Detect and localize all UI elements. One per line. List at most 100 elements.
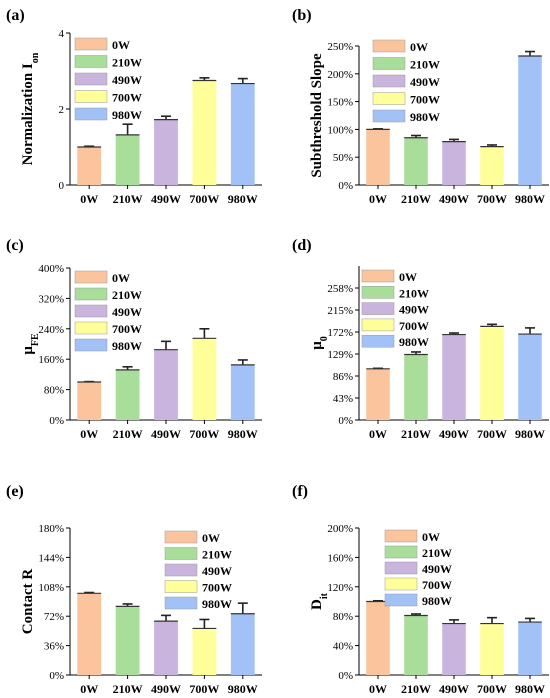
legend-label: 700W	[410, 93, 440, 107]
x-tick-label: 980W	[228, 427, 258, 441]
x-tick-label: 980W	[515, 427, 545, 441]
x-tick-label: 700W	[477, 427, 507, 441]
legend-label: 210W	[202, 548, 232, 562]
x-tick-label: 490W	[439, 682, 469, 696]
y-tick-label: 0%	[49, 415, 64, 427]
legend-swatch-490W	[372, 74, 406, 88]
legend-swatch-210W	[372, 57, 406, 70]
x-tick-label: 0W	[80, 192, 98, 206]
bar-210W	[404, 137, 428, 185]
x-tick-label: 210W	[401, 192, 431, 206]
bar-0W	[366, 368, 390, 420]
bar-700W	[192, 338, 217, 420]
y-tick-label: 200%	[327, 523, 353, 535]
legend-label: 210W	[422, 546, 452, 560]
x-tick-label: 210W	[401, 427, 431, 441]
y-tick-label: 2	[59, 104, 65, 116]
legend-label: 0W	[399, 270, 417, 284]
legend-swatch-210W	[74, 55, 108, 68]
x-tick-label: 0W	[80, 427, 98, 441]
legend-swatch-700W	[74, 90, 108, 103]
x-tick-label: 700W	[189, 682, 219, 696]
y-tick-label: 150%	[327, 97, 353, 109]
x-tick-label: 0W	[369, 682, 387, 696]
legend-label: 0W	[410, 40, 428, 54]
legend-swatch-980W	[372, 109, 406, 123]
y-axis-label-subscript: FE	[30, 333, 41, 346]
y-tick-label: 100%	[327, 124, 353, 136]
y-tick-label: 0%	[338, 415, 353, 427]
y-axis-label: Normalization Ion	[20, 52, 41, 165]
y-tick-label: 108%	[38, 582, 64, 594]
chart-panel-4: (d) 0% 43% 86% 129% 172% 215% 258% 0W 210W 490W 700…	[292, 237, 549, 441]
legend-label: 210W	[112, 56, 142, 70]
y-tick-label: 120%	[327, 582, 353, 594]
y-tick-label: 80%	[333, 611, 353, 623]
legend-swatch-210W	[361, 286, 395, 299]
bar-700W	[192, 628, 217, 675]
bar-980W	[230, 364, 255, 420]
bar-210W	[115, 134, 140, 185]
bar-210W	[404, 354, 428, 420]
x-tick-label: 210W	[113, 427, 143, 441]
y-tick-label: 160%	[327, 552, 353, 564]
legend-swatch-0W	[74, 270, 108, 284]
x-tick-label: 980W	[515, 192, 545, 206]
bar-0W	[77, 382, 102, 420]
x-tick-label: 210W	[113, 682, 143, 696]
y-tick-label: 40%	[333, 641, 353, 653]
legend-label: 700W	[112, 322, 142, 336]
legend-swatch-700W	[361, 318, 395, 332]
y-tick-label: 200%	[327, 69, 353, 81]
panel-label: (a)	[6, 7, 25, 24]
legend-label: 980W	[202, 597, 232, 611]
bar-980W	[230, 83, 255, 185]
x-tick-label: 980W	[228, 192, 258, 206]
legend-swatch-490W	[384, 561, 418, 575]
y-tick-label: 129%	[327, 349, 353, 361]
legend-swatch-0W	[372, 39, 406, 53]
legend-label: 0W	[112, 271, 130, 285]
panel-label: (f)	[292, 483, 308, 500]
bar-490W	[154, 621, 178, 675]
legend-label: 980W	[410, 110, 440, 124]
legend-label: 980W	[112, 339, 142, 353]
x-tick-label: 210W	[113, 192, 143, 206]
legend-swatch-980W	[74, 338, 108, 352]
bar-980W	[230, 613, 255, 675]
y-tick-label: 400%	[38, 263, 64, 275]
panel-label: (b)	[292, 7, 312, 24]
y-tick-label: 172%	[327, 327, 353, 339]
y-tick-label: 0%	[49, 670, 64, 682]
x-tick-label: 700W	[189, 192, 219, 206]
y-tick-label: 144%	[38, 552, 64, 564]
bar-210W	[404, 615, 428, 675]
legend-swatch-980W	[164, 596, 198, 610]
x-tick-label: 490W	[151, 682, 181, 696]
legend-label: 210W	[112, 288, 142, 302]
legend-label: 700W	[399, 319, 429, 333]
y-tick-label: 160%	[38, 354, 64, 366]
y-tick-label: 43%	[333, 393, 353, 405]
x-tick-label: 490W	[151, 427, 181, 441]
y-tick-label: 72%	[44, 611, 64, 623]
legend-swatch-0W	[361, 269, 395, 283]
legend-swatch-210W	[164, 547, 198, 560]
legend-swatch-700W	[74, 321, 108, 335]
y-tick-label: 50%	[333, 152, 353, 164]
legend-label: 490W	[112, 305, 142, 319]
legend-swatch-490W	[361, 302, 395, 315]
legend-swatch-980W	[74, 107, 108, 121]
bar-0W	[77, 593, 102, 675]
legend-label: 0W	[112, 38, 130, 52]
y-axis-label-subscript: 0	[319, 336, 330, 341]
x-tick-label: 0W	[369, 192, 387, 206]
y-tick-label: 36%	[44, 641, 64, 653]
y-tick-label: 250%	[327, 41, 353, 53]
x-tick-label: 210W	[401, 682, 431, 696]
legend-swatch-490W	[164, 563, 198, 577]
bar-490W	[154, 119, 178, 185]
x-tick-label: 490W	[439, 192, 469, 206]
y-axis-label-subscript: on	[30, 52, 41, 63]
